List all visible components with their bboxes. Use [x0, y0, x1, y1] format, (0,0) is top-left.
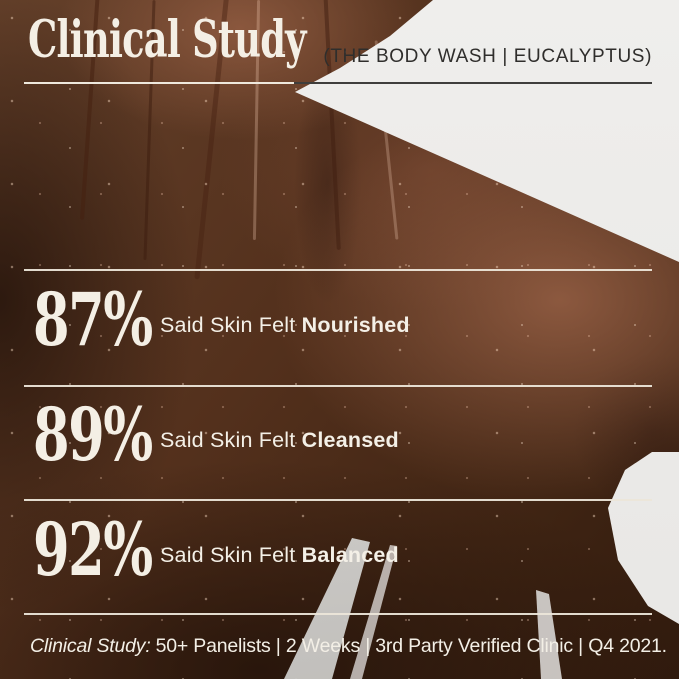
stat-label-highlight: Balanced: [301, 543, 399, 567]
stat-label: Said Skin Felt Nourished: [160, 312, 410, 338]
footer-disclaimer: Clinical Study: 50+ Panelists | 2 Weeks |…: [30, 636, 667, 657]
footer-divider: [24, 613, 652, 615]
stat-label: Said Skin Felt Cleansed: [160, 427, 399, 453]
stat-divider: [24, 385, 652, 387]
product-label: (THE BODY WASH | EUCALYPTUS): [323, 46, 652, 67]
footer-study-label: Clinical Study:: [30, 635, 151, 657]
footer-details: 50+ Panelists | 2 Weeks | 3rd Party Veri…: [155, 635, 668, 657]
stat-divider: [24, 499, 652, 501]
stat-value: 87%: [33, 277, 153, 363]
stat-value: 89%: [33, 392, 153, 478]
stat-label-highlight: Nourished: [301, 313, 410, 337]
stat-divider: [24, 269, 652, 271]
page-title: Clinical Study: [28, 10, 306, 70]
header-divider: [24, 82, 652, 84]
stat-label-highlight: Cleansed: [301, 428, 399, 452]
stat-label-prefix: Said Skin Felt: [160, 428, 296, 452]
stat-label: Said Skin Felt Balanced: [160, 542, 399, 568]
stat-label-prefix: Said Skin Felt: [160, 313, 296, 337]
stat-label-prefix: Said Skin Felt: [160, 543, 296, 567]
stat-value: 92%: [33, 507, 153, 593]
